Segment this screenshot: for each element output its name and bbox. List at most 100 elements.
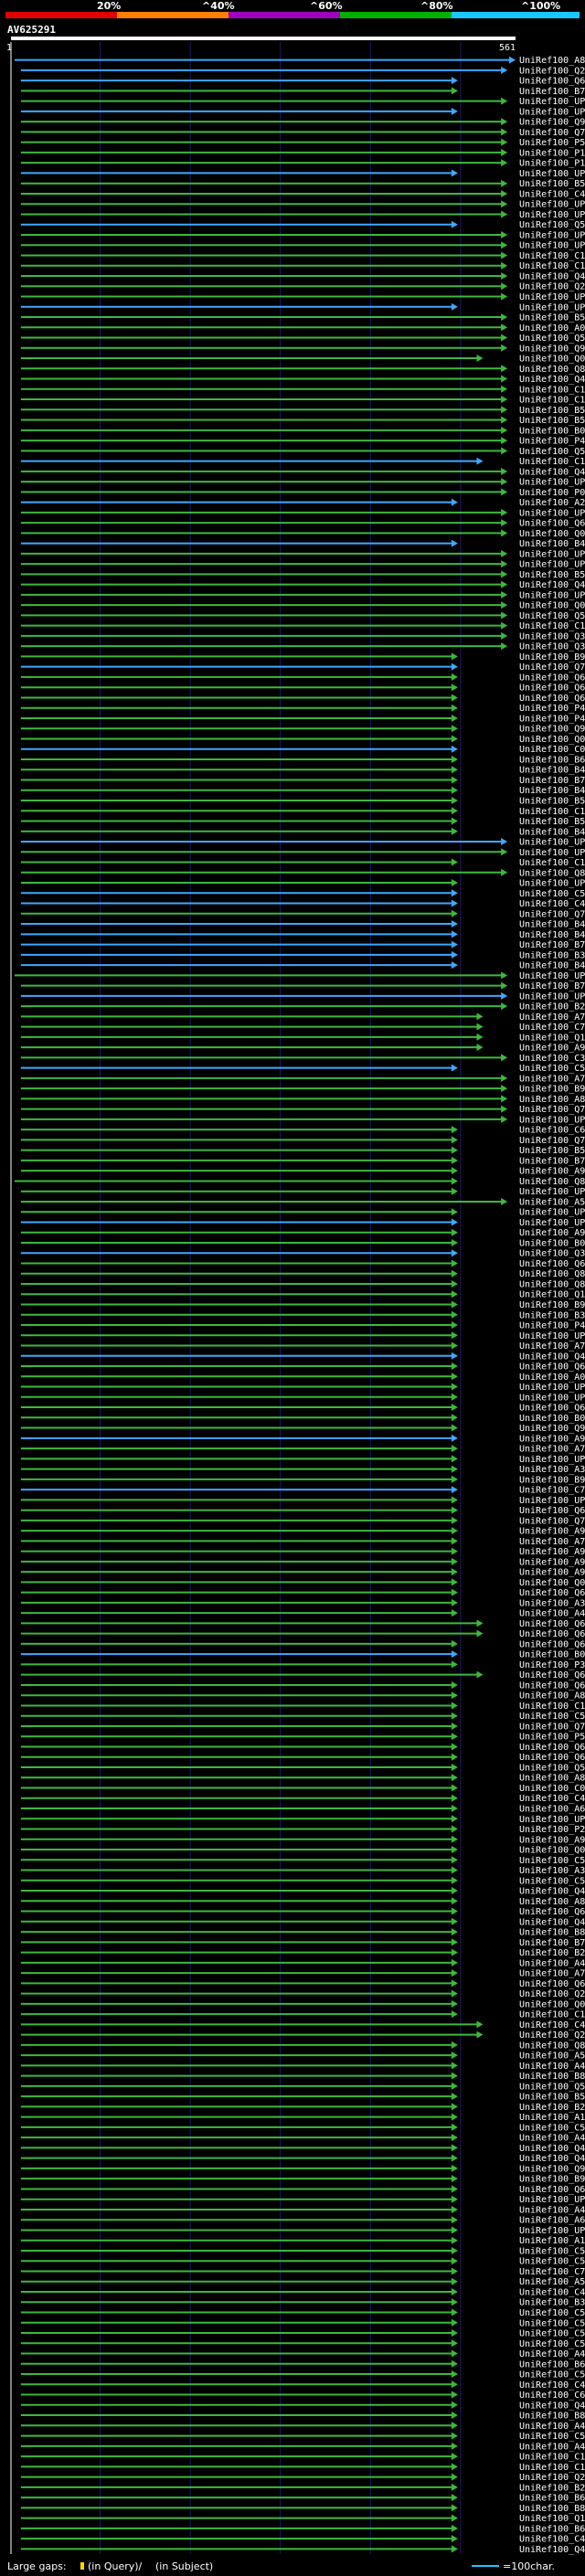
hit-label[interactable]: UniRef100_A9NXC3 <box>519 1228 585 1238</box>
hit-label[interactable]: UniRef100_Q40ZN5 <box>519 1352 585 1362</box>
hit-label[interactable]: UniRef100_Q9M5R8 <box>519 725 585 735</box>
hit-label[interactable]: UniRef100_UP1000... <box>519 1208 585 1218</box>
hit-label[interactable]: UniRef100_UP1000... <box>519 848 585 858</box>
hit-label[interactable]: UniRef100_A9UDR2 <box>519 1044 585 1054</box>
hit-label[interactable]: UniRef100_Q4JDH1 <box>519 2545 585 2555</box>
hit-label[interactable]: UniRef100_Q3UHX0 <box>519 1249 585 1259</box>
hit-label[interactable]: UniRef100_B6QP45 <box>519 2524 585 2534</box>
hit-label[interactable]: UniRef100_B3M0Z5 <box>519 950 585 960</box>
hit-label[interactable]: UniRef100_A7EYH0 <box>519 1969 585 1979</box>
hit-label[interactable]: UniRef100_B0WTL2 <box>519 1238 585 1248</box>
hit-label[interactable]: UniRef100_UP1000... <box>519 107 585 117</box>
hit-label[interactable]: UniRef100_B5G174 <box>519 313 585 323</box>
hit-label[interactable]: UniRef100_UP1000... <box>519 838 585 848</box>
hit-label[interactable]: UniRef100_A4RRE4 <box>519 2134 585 2144</box>
hit-label[interactable]: UniRef100_Q00VS2 <box>519 1846 585 1856</box>
hit-label[interactable]: UniRef100_Q8TH69 <box>519 868 585 878</box>
hit-label[interactable]: UniRef100_Q7G190 <box>519 1136 585 1146</box>
hit-label[interactable]: UniRef100_B4H249 <box>519 961 585 971</box>
hit-label[interactable]: UniRef100_Q4CU60 <box>519 2154 585 2164</box>
hit-label[interactable]: UniRef100_Q26401 <box>519 282 585 292</box>
hit-label[interactable]: UniRef100_A4HBK3 <box>519 2442 585 2452</box>
hit-label[interactable]: UniRef100_A9PB43 <box>519 1167 585 1177</box>
hit-label[interactable]: UniRef100_UP1000... <box>519 1187 585 1197</box>
hit-label[interactable]: UniRef100_P15126 <box>519 148 585 158</box>
hit-label[interactable]: UniRef100_C7YTC1 <box>519 2267 585 2277</box>
hit-label[interactable]: UniRef100_B8P326 <box>519 2412 585 2422</box>
hit-label[interactable]: UniRef100_A9YYC9 <box>519 1527 585 1537</box>
hit-label[interactable]: UniRef100_UP1000... <box>519 2195 585 2205</box>
hit-label[interactable]: UniRef100_B3EFW2 <box>519 2298 585 2308</box>
hit-label[interactable]: UniRef100_UP1000... <box>519 1331 585 1341</box>
hit-label[interactable]: UniRef100_B2VYY0 <box>519 1002 585 1012</box>
hit-label[interactable]: UniRef100_UP1000... <box>519 1383 585 1393</box>
hit-label[interactable]: UniRef100_Q5XTC7 <box>519 220 585 230</box>
hit-label[interactable]: UniRef100_B4AWN5 <box>519 766 585 776</box>
hit-label[interactable]: UniRef100_B9SFU0 <box>519 1300 585 1310</box>
hit-label[interactable]: UniRef100_A8PSW9 <box>519 1774 585 1784</box>
hit-label[interactable]: UniRef100_B2W1D9 <box>519 2483 585 2493</box>
hit-label[interactable]: UniRef100_P46777 <box>519 437 585 447</box>
hit-label[interactable]: UniRef100_A0Z276 <box>519 323 585 334</box>
hit-label[interactable]: UniRef100_A4Q8U3 <box>519 2062 585 2072</box>
hit-label[interactable]: UniRef100_A1DFH2 <box>519 2236 585 2246</box>
hit-label[interactable]: UniRef100_A4RFM0 <box>519 2349 585 2359</box>
hit-label[interactable]: UniRef100_Q6CTR7 <box>519 1619 585 1629</box>
hit-label[interactable]: UniRef100_A3FA54 <box>519 1598 585 1608</box>
hit-label[interactable]: UniRef100_C1BF17 <box>519 858 585 868</box>
hit-label[interactable]: UniRef100_UP1000... <box>519 560 585 570</box>
hit-label[interactable]: UniRef100_Q0DB29 <box>519 1578 585 1588</box>
hit-label[interactable]: UniRef100_Q1H0Q2 <box>519 1033 585 1043</box>
hit-label[interactable]: UniRef100_C4YRV2 <box>519 2287 585 2297</box>
hit-label[interactable]: UniRef100_Q6C4Z8 <box>519 1639 585 1649</box>
hit-label[interactable]: UniRef100_A9SG13 <box>519 1557 585 1567</box>
hit-label[interactable]: UniRef100_P49227 <box>519 1321 585 1331</box>
hit-label[interactable]: UniRef100_Q4UDE7 <box>519 1917 585 1927</box>
hit-label[interactable]: UniRef100_B7FJX5 <box>519 1156 585 1166</box>
hit-label[interactable]: UniRef100_C5DIN6 <box>519 1876 585 1886</box>
hit-label[interactable]: UniRef100_A5DZL3 <box>519 2277 585 2287</box>
hit-label[interactable]: UniRef100_B0FWK5 <box>519 426 585 436</box>
hit-label[interactable]: UniRef100_UP1000... <box>519 549 585 559</box>
hit-label[interactable]: UniRef100_Q6NM16 <box>519 694 585 704</box>
hit-label[interactable]: UniRef100_B5DFA1 <box>519 817 585 827</box>
hit-label[interactable]: UniRef100_Q0J6Y1 <box>519 735 585 745</box>
hit-label[interactable]: UniRef100_B5GD40 <box>519 416 585 426</box>
hit-label[interactable]: UniRef100_UP1000... <box>519 971 585 981</box>
hit-label[interactable]: UniRef100_Q1E5B9 <box>519 2514 585 2524</box>
hit-label[interactable]: UniRef100_B5G413 <box>519 406 585 416</box>
hit-label[interactable]: UniRef100_C1GZ84 <box>519 2453 585 2463</box>
hit-label[interactable]: UniRef100_Q0UDQ3 <box>519 1999 585 2009</box>
hit-label[interactable]: UniRef100_B0XD79 <box>519 1650 585 1660</box>
hit-label[interactable]: UniRef100_C1L3C3 <box>519 457 585 467</box>
hit-label[interactable]: UniRef100_C4WUX7 <box>519 189 585 199</box>
hit-label[interactable]: UniRef100_A9TX57 <box>519 1547 585 1557</box>
hit-label[interactable]: UniRef100_UP1000... <box>519 879 585 889</box>
hit-label[interactable]: UniRef100_A7SI13 <box>519 1012 585 1023</box>
hit-label[interactable]: UniRef100_C5K1A6 <box>519 2370 585 2380</box>
hit-label[interactable]: UniRef100_Q6EE02 <box>519 1629 585 1639</box>
hit-label[interactable]: UniRef100_Q6P8E3 <box>519 519 585 529</box>
hit-label[interactable]: UniRef100_UP1000... <box>519 1115 585 1125</box>
hit-label[interactable]: UniRef100_Q8L4L6 <box>519 1177 585 1187</box>
hit-label[interactable]: UniRef100_Q3U850 <box>519 631 585 641</box>
hit-label[interactable]: UniRef100_Q4WG59 <box>519 1887 585 1897</box>
hit-label[interactable]: UniRef100_Q6EE03 <box>519 1362 585 1373</box>
hit-label[interactable]: UniRef100_Q6D1M1 <box>519 673 585 683</box>
hit-label[interactable]: UniRef100_P52816 <box>519 1733 585 1743</box>
hit-label[interactable]: UniRef100_C1BFB7 <box>519 385 585 395</box>
hit-label[interactable]: UniRef100_Q8TTY0 <box>519 2041 585 2051</box>
hit-label[interactable]: UniRef100_UP1000... <box>519 200 585 210</box>
hit-label[interactable]: UniRef100_UP1000... <box>519 1496 585 1506</box>
hit-label[interactable]: UniRef100_P09895 <box>519 488 585 498</box>
hit-label[interactable]: UniRef100_UP1000... <box>519 302 585 313</box>
hit-label[interactable]: UniRef100_A7RPX0 <box>519 1537 585 1547</box>
hit-label[interactable]: UniRef100_Q4IIB1 <box>519 375 585 385</box>
hit-label[interactable]: UniRef100_Q6C840 <box>519 1907 585 1917</box>
hit-label[interactable]: UniRef100_C1MXA9 <box>519 2010 585 2020</box>
hit-label[interactable]: UniRef100_Q7SFV4 <box>519 1105 585 1115</box>
hit-label[interactable]: UniRef100_C4UU56 <box>519 2380 585 2390</box>
hit-label[interactable]: UniRef100_Q6BGU2 <box>519 2185 585 2195</box>
hit-label[interactable]: UniRef100_Q7PL60 <box>519 663 585 673</box>
hit-label[interactable]: UniRef100_Q4S138 <box>519 467 585 477</box>
